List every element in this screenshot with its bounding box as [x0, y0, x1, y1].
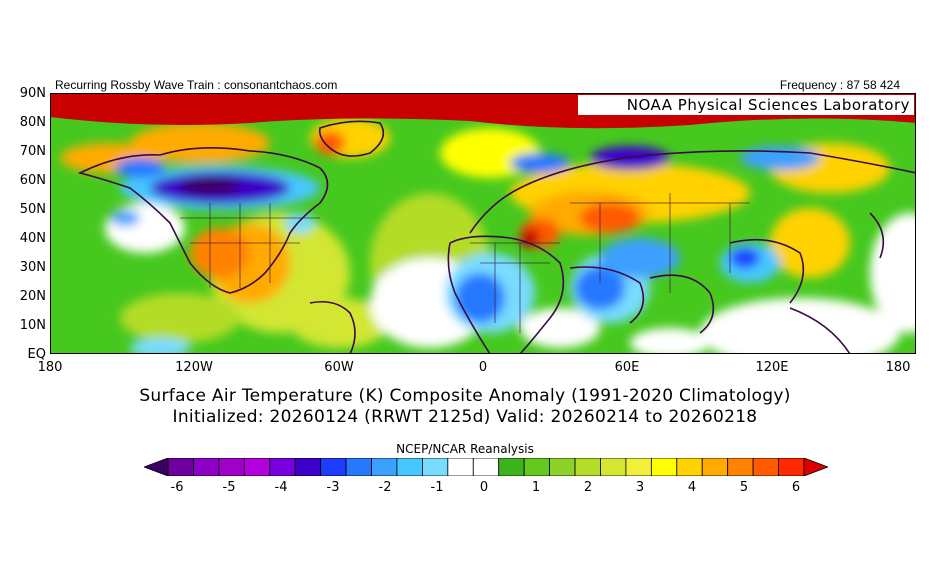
colorbar-swatch	[396, 458, 423, 476]
colorbar-tick-label: -3	[326, 480, 340, 495]
colorbar-swatch	[727, 458, 754, 476]
data-source: NCEP/NCAR Reanalysis	[396, 442, 534, 456]
lab-label: NOAA Physical Sciences Laboratory	[578, 95, 914, 115]
header-frequency: Frequency : 87 58 424	[779, 78, 900, 92]
colorbar-swatch	[294, 458, 322, 476]
colorbar-swatch	[371, 458, 398, 476]
colorbar	[144, 458, 828, 476]
colorbar-tick-label: -1	[430, 480, 444, 495]
colorbar-tick-label: -4	[274, 480, 288, 495]
colorbar-swatch	[752, 458, 779, 476]
colorbar-tick-label: -5	[222, 480, 236, 495]
lat-label: 90N	[19, 86, 46, 101]
colorbar-swatch	[167, 458, 194, 476]
colorbar-swatch	[218, 458, 245, 476]
colorbar-tick-label: 6	[791, 480, 801, 495]
lat-label: 60N	[19, 173, 46, 188]
lat-label: 80N	[19, 115, 46, 130]
colorbar-swatch	[523, 458, 551, 476]
lon-label: 0	[478, 360, 488, 375]
lat-label: 10N	[19, 318, 46, 333]
colorbar-swatch	[193, 458, 220, 476]
lat-label: 40N	[19, 231, 46, 246]
lat-label: 30N	[19, 260, 46, 275]
colorbar-arrow-low	[144, 458, 169, 476]
anomaly-map	[50, 93, 916, 354]
colorbar-tick-label: 3	[635, 480, 645, 495]
coastlines	[77, 120, 916, 354]
colorbar-tick-label: -2	[378, 480, 392, 495]
colorbar-tick-label: 5	[739, 480, 749, 495]
lon-label: 120W	[175, 360, 213, 375]
colorbar-swatch	[625, 458, 652, 476]
lon-label: 180	[885, 360, 911, 375]
colorbar-tick-label: 4	[687, 480, 697, 495]
lat-label: EQ	[27, 347, 46, 362]
colorbar-swatch	[549, 458, 576, 476]
colorbar-tick-label: 0	[479, 480, 489, 495]
colorbar-swatch	[269, 458, 296, 476]
lon-label: 180	[37, 360, 63, 375]
colorbar-swatch	[676, 458, 703, 476]
colorbar-swatch	[701, 458, 729, 476]
lat-label: 70N	[19, 144, 46, 159]
colorbar-swatch	[498, 458, 525, 476]
colorbar-swatch	[421, 458, 449, 476]
colorbar-swatch	[778, 458, 805, 476]
map-subtitle: Initialized: 20260124 (RRWT 2125d) Valid…	[172, 407, 758, 427]
lon-label: 60W	[324, 360, 354, 375]
colorbar-tick-label: 1	[531, 480, 541, 495]
colorbar-swatch	[447, 458, 474, 476]
colorbar-swatch	[600, 458, 627, 476]
colorbar-swatch	[574, 458, 601, 476]
colorbar-tick-label: 2	[583, 480, 593, 495]
colorbar-swatch	[243, 458, 271, 476]
lat-label: 50N	[19, 202, 46, 217]
colorbar-swatch	[472, 458, 500, 476]
colorbar-arrow-high	[803, 458, 828, 476]
colorbar-swatch	[345, 458, 372, 476]
map-title: Surface Air Temperature (K) Composite An…	[139, 386, 791, 406]
header-left-credit: Recurring Rossby Wave Train : consonantc…	[55, 78, 338, 92]
lon-label: 120E	[755, 360, 789, 375]
colorbar-swatch	[650, 458, 678, 476]
map-frame	[50, 93, 916, 354]
lat-label: 20N	[19, 289, 46, 304]
lon-label: 60E	[614, 360, 640, 375]
colorbar-swatch	[320, 458, 347, 476]
borders	[180, 193, 750, 333]
colorbar-tick-label: -6	[170, 480, 184, 495]
